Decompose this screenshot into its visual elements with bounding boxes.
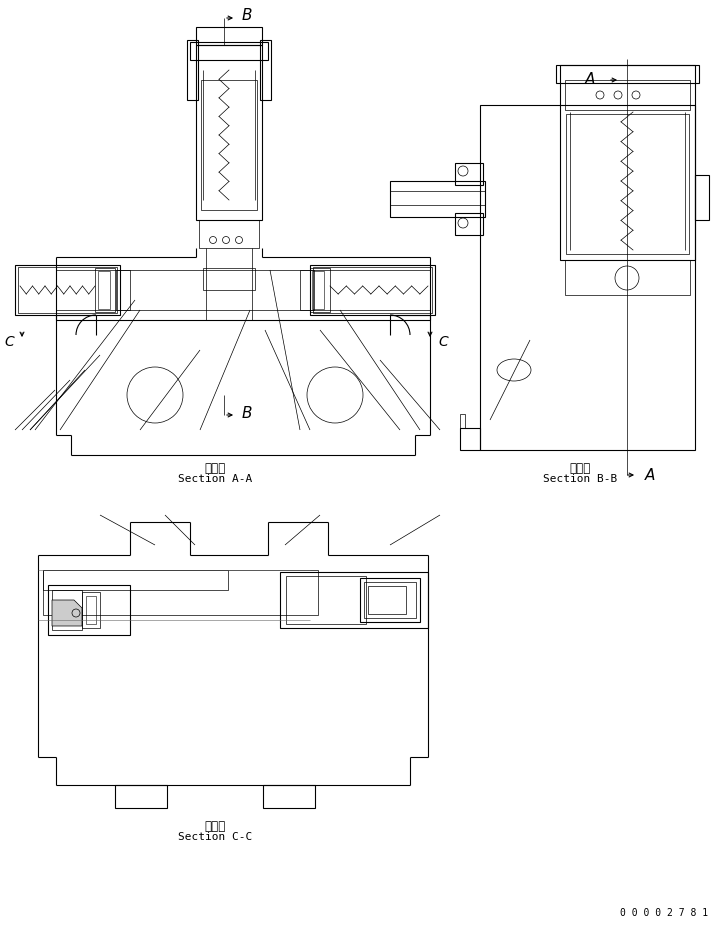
Bar	[15, 265, 120, 315]
Text: Section B-B: Section B-B	[543, 474, 617, 484]
Text: Section C-C: Section C-C	[178, 832, 252, 842]
Bar	[460, 414, 465, 428]
Bar	[695, 175, 709, 220]
Bar	[116, 270, 130, 310]
Bar	[455, 213, 483, 235]
Text: Section A-A: Section A-A	[178, 474, 252, 484]
Bar	[560, 65, 695, 260]
Text: 断　面: 断 面	[204, 462, 226, 475]
Bar	[310, 268, 330, 312]
Bar	[312, 271, 324, 309]
Polygon shape	[52, 600, 82, 626]
Bar	[390, 181, 485, 217]
Text: C: C	[438, 335, 448, 349]
Bar	[18, 267, 117, 313]
Bar	[286, 576, 366, 624]
Bar	[187, 40, 198, 100]
Bar	[364, 582, 416, 618]
Bar	[82, 592, 100, 628]
Bar	[480, 105, 695, 450]
Bar	[566, 114, 689, 254]
Bar	[390, 191, 485, 205]
Bar	[313, 267, 432, 313]
Bar	[368, 586, 406, 614]
Bar	[52, 590, 82, 630]
Bar	[95, 268, 115, 312]
Bar	[86, 596, 96, 624]
Text: A: A	[645, 468, 655, 482]
Text: B: B	[242, 407, 253, 421]
Bar	[260, 40, 271, 100]
Bar	[199, 220, 259, 248]
Bar	[98, 271, 110, 309]
Bar	[460, 428, 480, 450]
Bar	[360, 578, 420, 622]
Text: 断　面: 断 面	[204, 820, 226, 833]
Bar	[190, 42, 268, 60]
Bar	[203, 268, 255, 290]
Bar	[565, 260, 690, 295]
Bar	[115, 785, 167, 808]
Bar	[196, 45, 262, 220]
Text: B: B	[242, 8, 253, 23]
Bar	[201, 80, 257, 210]
Text: 断　面: 断 面	[569, 462, 591, 475]
Bar	[310, 265, 435, 315]
Text: 0 0 0 0 2 7 8 1: 0 0 0 0 2 7 8 1	[620, 908, 708, 918]
Text: C: C	[4, 335, 14, 349]
Bar	[196, 27, 262, 45]
Bar	[263, 785, 315, 808]
Bar	[556, 65, 699, 83]
Bar	[48, 585, 130, 635]
Bar	[43, 570, 228, 590]
Bar	[43, 570, 318, 615]
Bar	[280, 572, 428, 628]
Bar	[455, 163, 483, 185]
Bar	[300, 270, 314, 310]
Text: A: A	[585, 72, 595, 87]
Bar	[565, 80, 690, 110]
